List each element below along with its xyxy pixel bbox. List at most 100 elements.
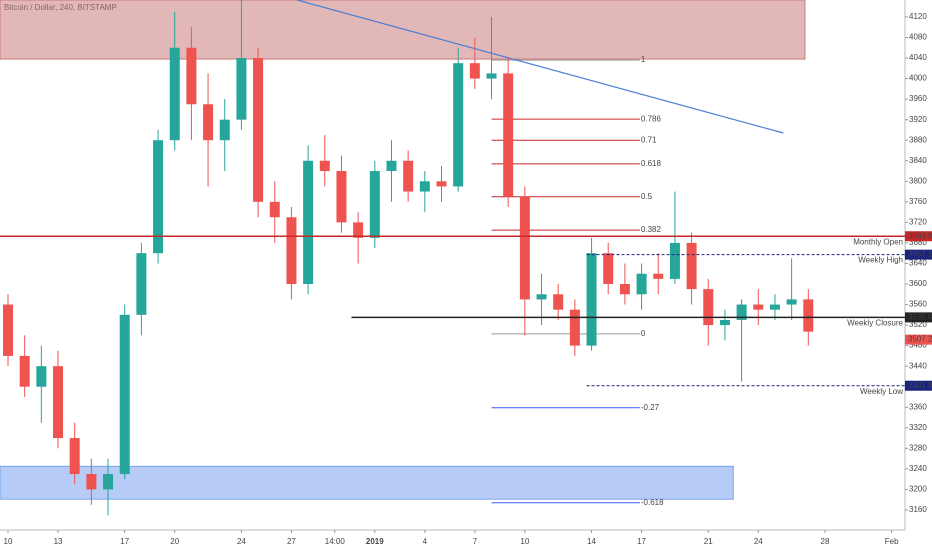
candle-body xyxy=(336,171,347,223)
y-tick-label: 4040 xyxy=(909,53,927,62)
y-tick-label: 3440 xyxy=(909,361,927,370)
y-tick-label: 3640 xyxy=(909,259,927,268)
candle-body xyxy=(386,160,397,172)
y-tick-label: 4120 xyxy=(909,12,927,21)
fib-label: -0.27 xyxy=(641,403,660,412)
candle-body xyxy=(486,73,497,79)
level-name: Weekly High xyxy=(858,256,903,265)
x-tick-label: 24 xyxy=(754,537,763,546)
x-tick-label: Feb xyxy=(885,537,899,546)
price-badge-label: 3535.00 xyxy=(908,312,932,321)
candle-body xyxy=(536,294,547,300)
level-name: Weekly Low xyxy=(860,387,903,396)
y-tick-label: 3360 xyxy=(909,402,927,411)
price-badge xyxy=(905,380,932,391)
y-tick-label: 3960 xyxy=(909,94,927,103)
x-tick-label: 10 xyxy=(4,537,13,546)
y-tick-label: 3200 xyxy=(909,485,927,494)
y-tick-label: 3920 xyxy=(909,115,927,124)
candle-body xyxy=(569,309,580,346)
candle-body xyxy=(269,201,280,218)
y-tick-label: 3880 xyxy=(909,135,927,144)
price-badge xyxy=(905,231,932,242)
fib-label: 0.71 xyxy=(641,135,657,144)
candle-body xyxy=(636,273,647,295)
candle-body xyxy=(769,304,780,310)
candle-body xyxy=(586,253,597,346)
candle-body xyxy=(286,217,297,285)
x-tick-label: 20 xyxy=(170,537,179,546)
x-tick-label: 17 xyxy=(120,537,129,546)
fib-label: 1 xyxy=(641,55,646,64)
candle-body xyxy=(169,47,180,141)
y-tick-label: 3600 xyxy=(909,279,927,288)
candle-body xyxy=(603,253,614,285)
price-badge xyxy=(905,249,932,260)
x-tick-label: 13 xyxy=(54,537,63,546)
price-badge xyxy=(905,334,932,345)
candle-body xyxy=(653,273,664,279)
y-tick-label: 3720 xyxy=(909,217,927,226)
candle-body xyxy=(253,58,264,202)
y-tick-label: 3800 xyxy=(909,176,927,185)
price-badge-label: 3657.18 xyxy=(908,250,932,259)
candle-body xyxy=(86,474,97,490)
y-tick-label: 3520 xyxy=(909,320,927,329)
candle-body xyxy=(3,304,14,356)
candle-body xyxy=(119,314,130,475)
price-badge-label: 3693.00 xyxy=(908,231,932,240)
candle-body xyxy=(353,222,364,238)
y-tick-label: 3280 xyxy=(909,443,927,452)
x-tick-label: 28 xyxy=(821,537,830,546)
x-tick-label: 27 xyxy=(287,537,296,546)
candle-body xyxy=(136,253,147,315)
candle-body xyxy=(369,171,380,238)
candle-body xyxy=(736,304,747,320)
candle-body xyxy=(19,355,30,387)
last-price-label: 3507.29 xyxy=(908,335,932,344)
y-tick-label: 4000 xyxy=(909,74,927,83)
y-tick-label: 4080 xyxy=(909,33,927,42)
candle-body xyxy=(619,284,630,295)
y-tick-label: 3560 xyxy=(909,300,927,309)
candle-body xyxy=(69,438,80,475)
candle-body xyxy=(469,63,480,79)
candle-body xyxy=(419,181,430,192)
candle-body xyxy=(103,474,114,490)
candle-body xyxy=(786,299,797,305)
candle-body xyxy=(669,242,680,279)
y-tick-label: 3840 xyxy=(909,156,927,165)
x-tick-label: 21 xyxy=(704,537,713,546)
candle-body xyxy=(36,366,47,387)
price-badge-label: 3401.93 xyxy=(908,381,932,390)
x-tick-label: 14:00 xyxy=(325,537,346,546)
candle-body xyxy=(703,289,714,326)
candle-body xyxy=(503,73,514,197)
y-tick-label: 3320 xyxy=(909,423,927,432)
x-tick-label: 10 xyxy=(520,537,529,546)
candle-body xyxy=(686,242,697,290)
candle-body xyxy=(236,58,247,120)
x-tick-label: 2019 xyxy=(366,537,384,546)
candle-body xyxy=(436,181,447,187)
x-tick-label: 14 xyxy=(587,537,596,546)
level-name: Weekly Closure xyxy=(847,318,903,327)
trend-line xyxy=(296,0,784,134)
y-tick-label: 3160 xyxy=(909,505,927,514)
y-tick-label: 3240 xyxy=(909,464,927,473)
candle-body xyxy=(319,160,330,172)
zone xyxy=(0,0,806,60)
y-tick-label: 3480 xyxy=(909,341,927,350)
fib-label: 0.618 xyxy=(641,159,662,168)
candle-body xyxy=(553,294,564,310)
fib-label: -0.618 xyxy=(641,498,664,507)
candle-body xyxy=(519,196,530,300)
x-tick-label: 24 xyxy=(237,537,246,546)
y-tick-label: 3680 xyxy=(909,238,927,247)
price-badge xyxy=(905,312,932,323)
fib-label: 0.5 xyxy=(641,192,653,201)
candle-body xyxy=(203,104,214,141)
y-tick-label: 3760 xyxy=(909,197,927,206)
